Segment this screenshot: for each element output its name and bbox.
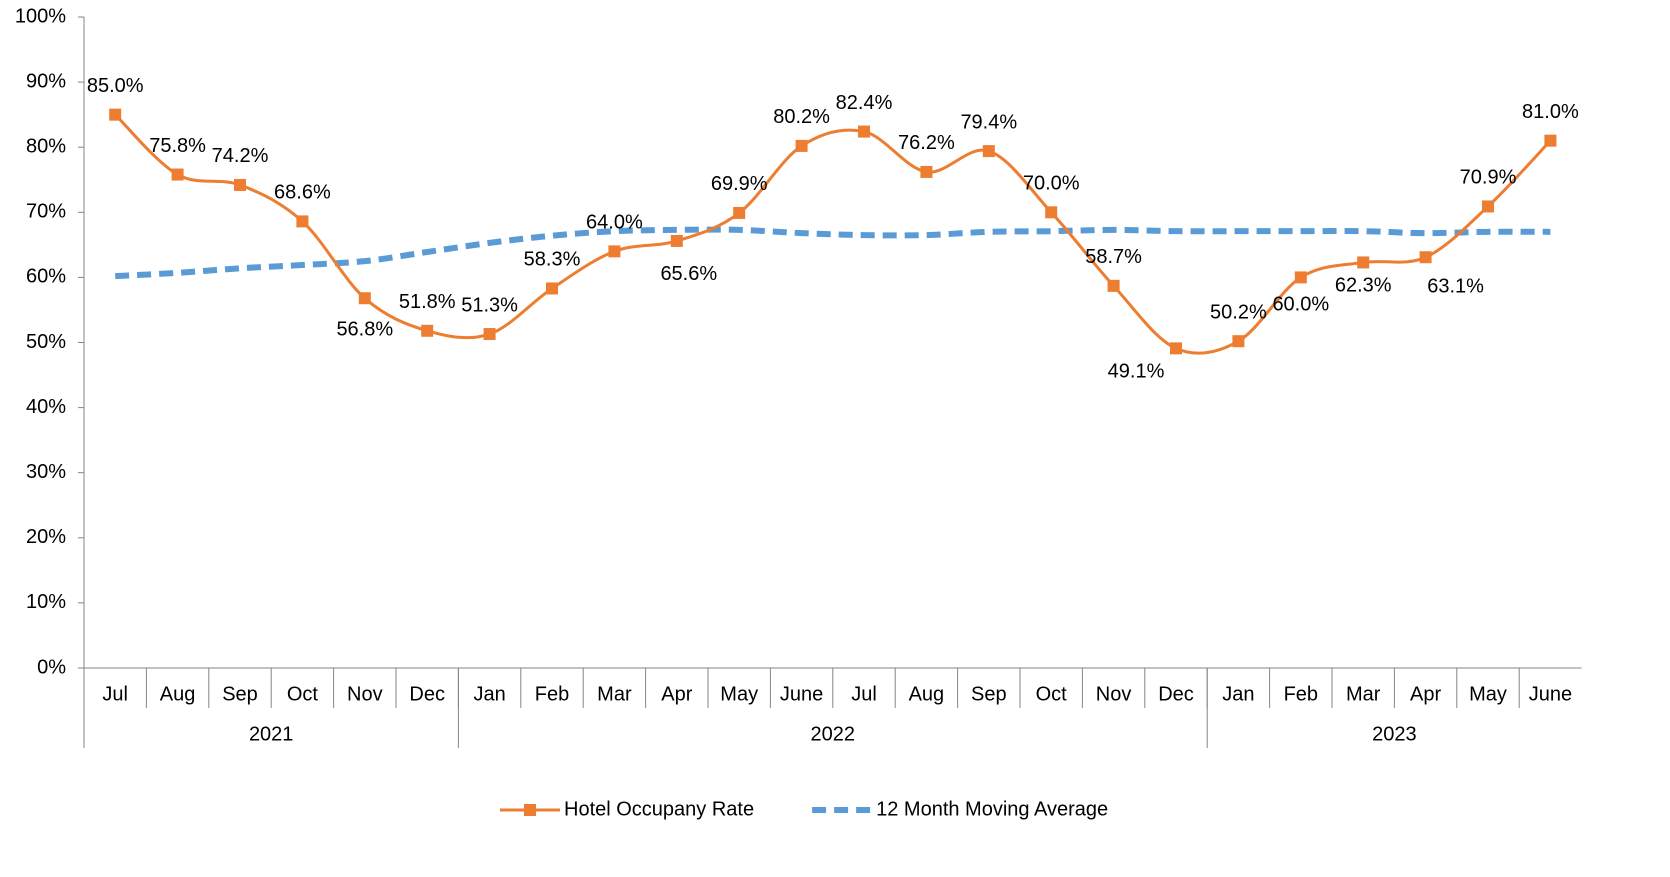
legend-label: Hotel Occupany Rate [564, 798, 754, 820]
x-tick-label: Mar [1346, 683, 1381, 705]
x-tick-label: Jan [473, 683, 505, 705]
x-tick-label: Aug [909, 683, 945, 705]
x-tick-label: Apr [1410, 683, 1441, 705]
data-label: 74.2% [212, 145, 269, 167]
data-label: 85.0% [87, 75, 144, 97]
marker [1294, 271, 1307, 284]
y-tick-label: 0% [37, 656, 66, 678]
marker [670, 234, 683, 247]
x-tick-label: June [1529, 683, 1572, 705]
marker [546, 282, 558, 295]
marker [1232, 335, 1245, 348]
data-label: 49.1% [1108, 361, 1165, 383]
legend-marker [524, 804, 536, 816]
y-tick-label: 70% [26, 201, 66, 223]
x-tick-label: Sep [971, 683, 1007, 705]
marker [920, 165, 933, 178]
marker [1107, 279, 1120, 292]
x-tick-label: Apr [661, 683, 692, 705]
y-tick-label: 50% [26, 331, 66, 353]
x-tick-label: Nov [1096, 683, 1132, 705]
data-label: 51.3% [461, 294, 518, 316]
data-label: 80.2% [773, 106, 830, 128]
x-tick-label: Aug [160, 683, 196, 705]
x-tick-label: Nov [347, 683, 383, 705]
x-tick-label: Feb [535, 683, 569, 705]
data-label: 58.3% [524, 249, 581, 271]
x-tick-label: Jul [851, 683, 877, 705]
x-tick-label: Dec [1158, 683, 1194, 705]
marker [171, 168, 184, 181]
marker [1045, 206, 1058, 219]
year-label: 2022 [811, 723, 856, 745]
marker [608, 245, 621, 258]
x-tick-label: Oct [287, 683, 319, 705]
marker [1170, 342, 1182, 355]
y-tick-label: 20% [26, 526, 66, 548]
marker [1544, 134, 1557, 147]
x-tick-label: Mar [597, 683, 632, 705]
y-tick-label: 30% [26, 461, 66, 483]
marker [109, 108, 122, 121]
data-label: 81.0% [1522, 101, 1579, 123]
y-tick-label: 60% [26, 266, 66, 288]
year-label: 2023 [1372, 723, 1417, 745]
y-tick-label: 40% [26, 396, 66, 418]
data-label: 70.0% [1023, 173, 1080, 195]
y-tick-label: 100% [15, 5, 66, 27]
y-tick-label: 80% [26, 135, 66, 157]
data-label: 60.0% [1272, 294, 1329, 316]
x-tick-label: Oct [1036, 683, 1068, 705]
data-label: 75.8% [149, 135, 206, 157]
x-tick-label: May [1469, 683, 1507, 705]
data-label: 70.9% [1460, 167, 1517, 189]
marker [795, 139, 808, 152]
data-label: 62.3% [1335, 275, 1392, 297]
marker [733, 206, 746, 219]
legend-label: 12 Month Moving Average [876, 798, 1108, 820]
x-tick-label: May [720, 683, 758, 705]
x-tick-label: June [780, 683, 823, 705]
marker [483, 328, 496, 341]
marker [1482, 200, 1494, 213]
y-tick-label: 10% [26, 591, 66, 613]
marker [1357, 256, 1370, 269]
data-label: 79.4% [960, 111, 1017, 133]
occupancy-line [114, 113, 1552, 355]
data-label: 64.0% [586, 212, 643, 234]
marker [358, 292, 371, 305]
marker [234, 178, 246, 191]
x-tick-label: Feb [1284, 683, 1318, 705]
x-tick-label: Jul [102, 683, 128, 705]
data-label: 50.2% [1210, 301, 1267, 323]
marker [1419, 251, 1432, 264]
x-tick-label: Dec [409, 683, 445, 705]
x-tick-label: Jan [1222, 683, 1254, 705]
data-label: 76.2% [898, 132, 955, 154]
data-label: 56.8% [336, 319, 393, 341]
marker [982, 145, 995, 158]
data-label: 51.8% [399, 291, 456, 313]
marker [296, 215, 309, 228]
data-label: 58.7% [1085, 246, 1142, 268]
y-tick-label: 90% [26, 70, 66, 92]
moving-average-line [115, 226, 1551, 280]
data-label: 65.6% [660, 263, 717, 285]
year-label: 2021 [249, 723, 294, 745]
marker [858, 125, 870, 138]
x-tick-label: Sep [222, 683, 258, 705]
data-label: 82.4% [836, 92, 893, 114]
data-label: 69.9% [711, 173, 768, 195]
data-label: 63.1% [1427, 276, 1484, 298]
marker [421, 324, 434, 337]
data-label: 68.6% [274, 182, 331, 204]
